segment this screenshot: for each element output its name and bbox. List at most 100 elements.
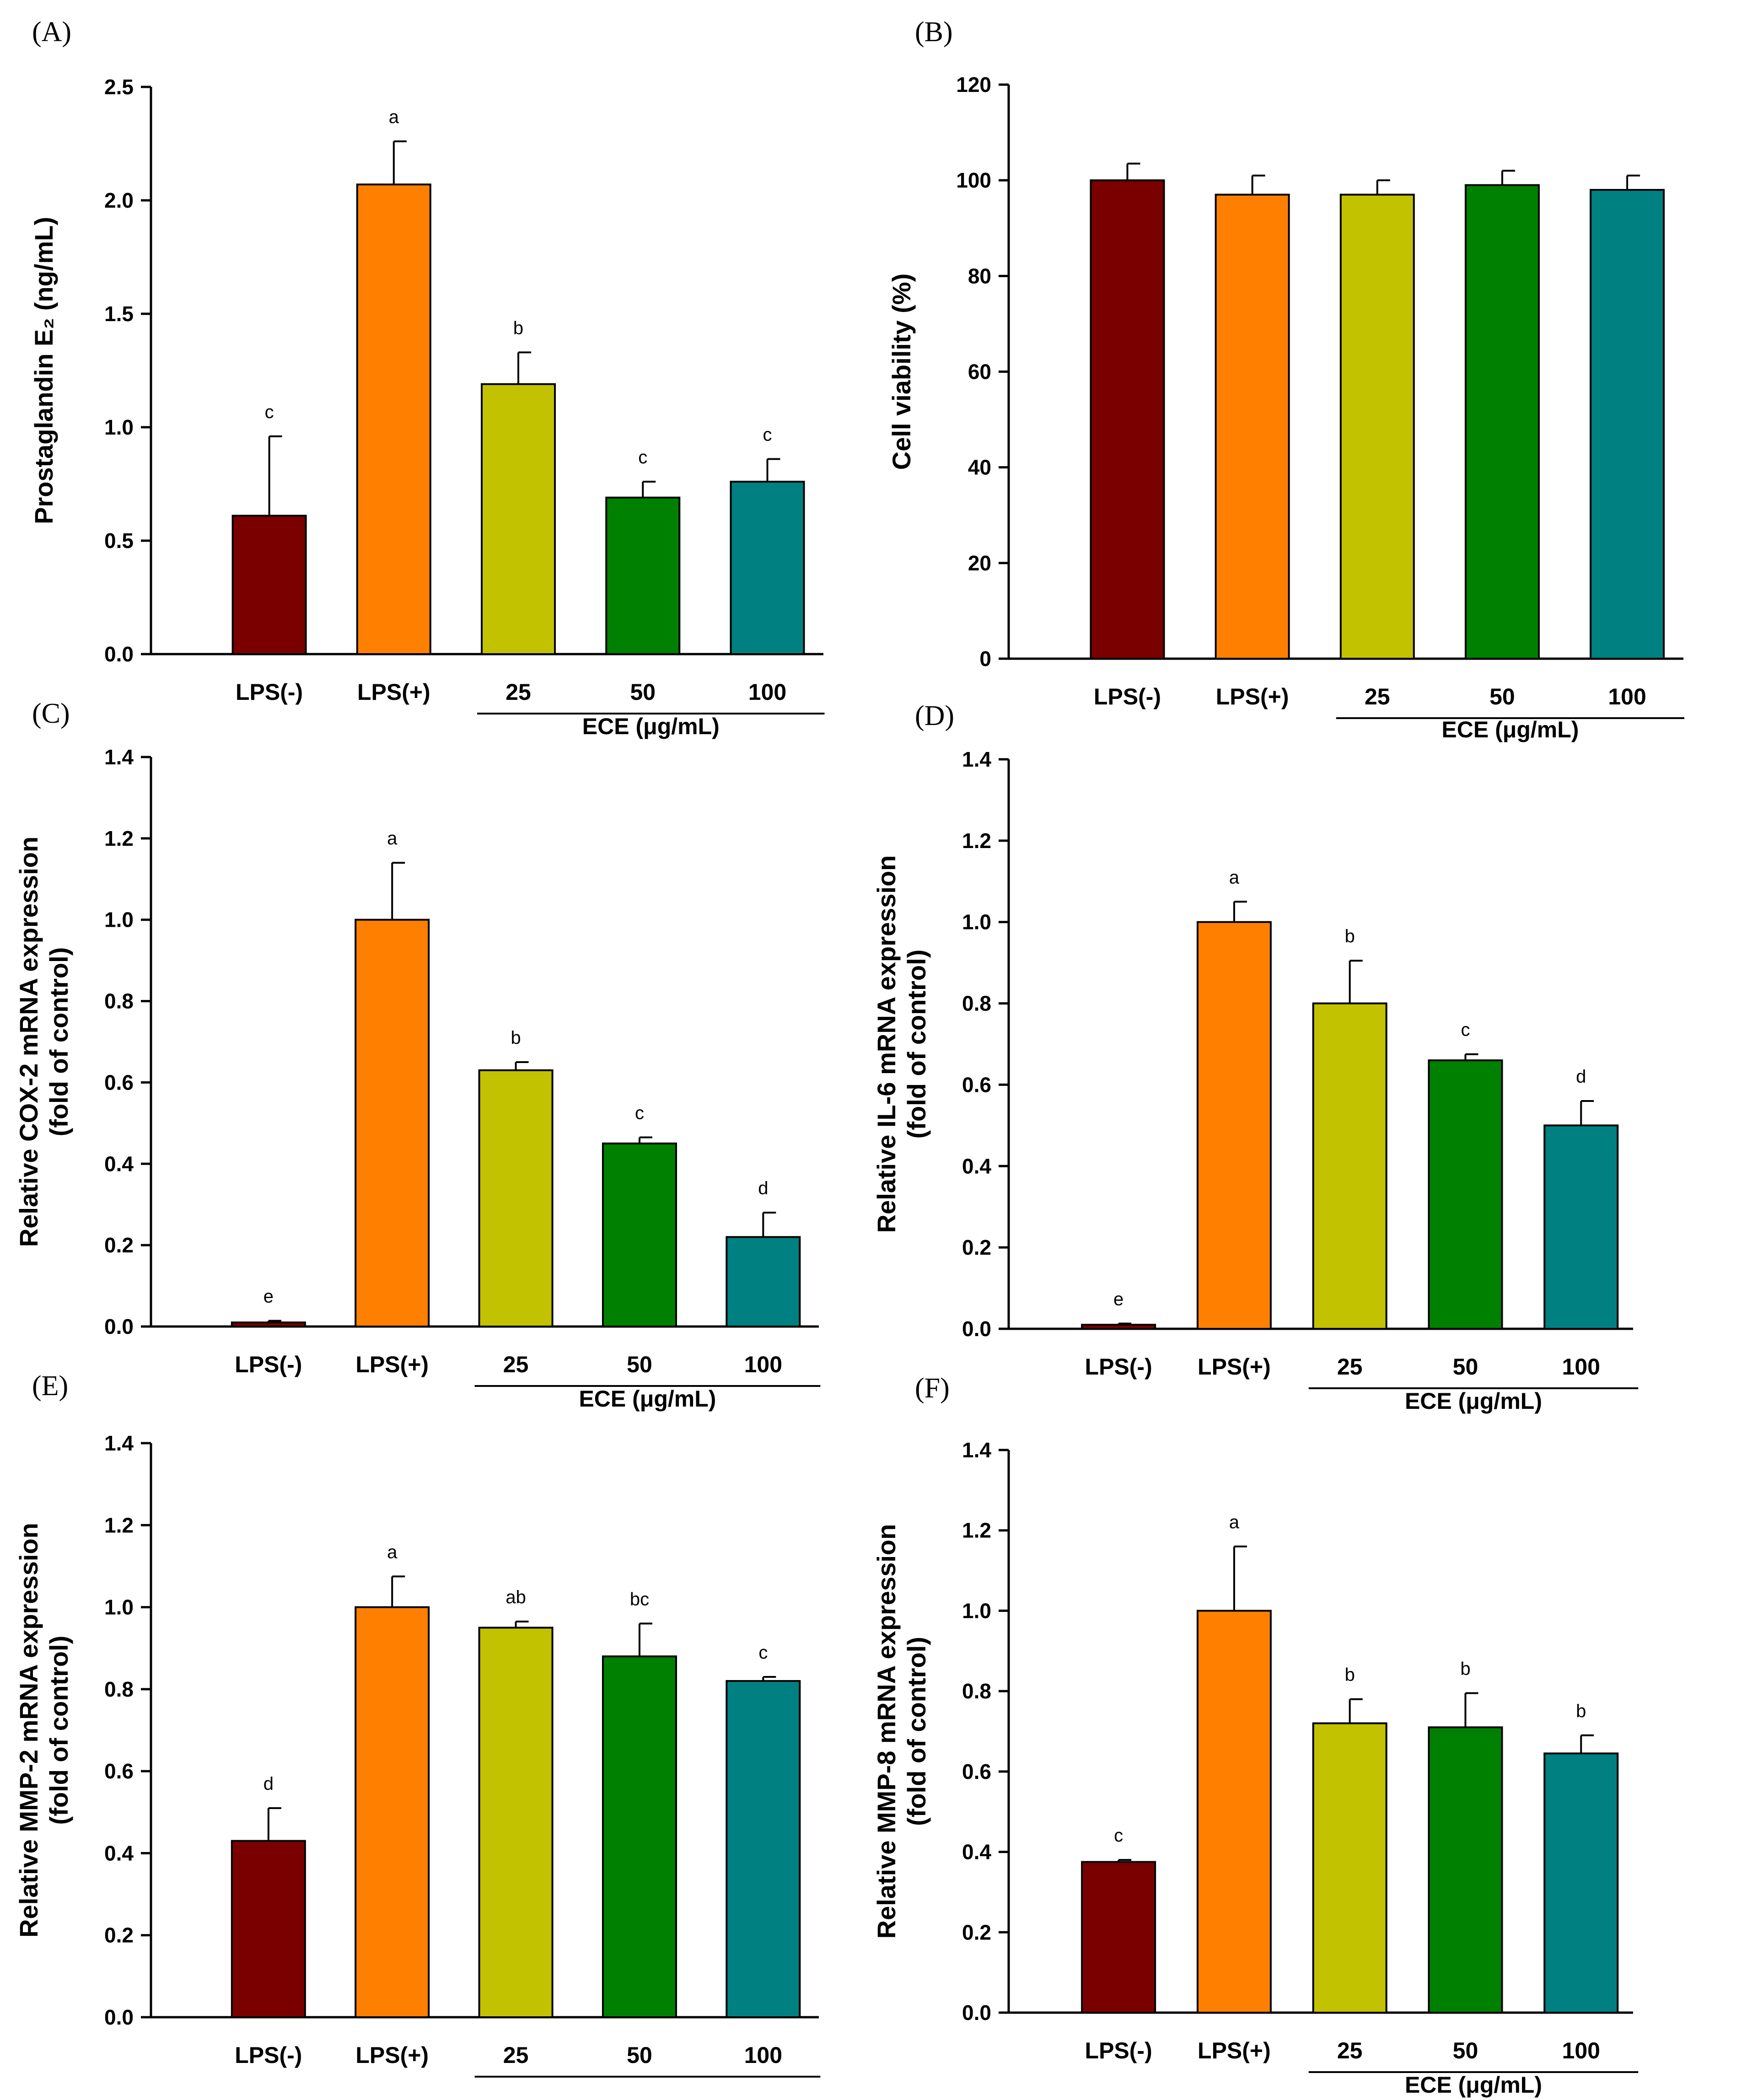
y-tick-label: 1.0 — [104, 415, 134, 439]
significance-letter: bc — [630, 1589, 649, 1609]
y-axis-label: Relative MMP-8 mRNA expression — [872, 1524, 901, 1939]
y-tick-label: 0.2 — [962, 1920, 991, 1944]
significance-letter: a — [389, 107, 399, 127]
group-label: ECE (μg/mL) — [1405, 2072, 1542, 2098]
y-tick-label: 1.0 — [104, 1595, 134, 1619]
x-tick-label: 100 — [744, 1352, 782, 1377]
y-tick-label: 1.5 — [104, 302, 134, 326]
panel-label: (B) — [915, 16, 953, 48]
y-tick-label: 1.2 — [962, 1519, 991, 1542]
bar — [1081, 1324, 1156, 1330]
significance-letter: c — [1461, 1020, 1470, 1040]
bar — [1428, 1059, 1503, 1330]
y-tick-label: 0.4 — [104, 1152, 134, 1176]
y-tick-label: 0.2 — [104, 1233, 134, 1257]
y-tick-label: 1.4 — [104, 745, 134, 769]
x-tick-label: 100 — [744, 2042, 782, 2068]
x-tick-label: LPS(+) — [357, 679, 430, 705]
x-tick-label: LPS(-) — [1094, 684, 1161, 709]
y-tick-label: 1.4 — [104, 1431, 134, 1455]
y-tick-label: 40 — [968, 456, 991, 479]
y-tick-label: 0.5 — [104, 529, 134, 553]
significance-letter: d — [263, 1774, 274, 1794]
y-tick-label: 1.0 — [962, 910, 991, 934]
bar — [1090, 179, 1165, 660]
x-tick-label: 100 — [1608, 684, 1646, 709]
y-tick-label: 1.4 — [962, 1438, 991, 1462]
chart-panel-e: (E) 0.0 0.2 0.4 0.6 0.8 1.0 1.2 1.4 Relative MMP-… — [14, 1370, 821, 2078]
significance-letter: d — [758, 1178, 768, 1198]
y-tick-label: 2.0 — [104, 188, 134, 212]
x-tick-label: 100 — [1562, 1354, 1600, 1380]
significance-letter: c — [265, 402, 274, 422]
y-tick-label: 0.6 — [104, 1070, 134, 1094]
y-axis-label: Relative IL-6 mRNA expression — [872, 855, 901, 1233]
bar — [602, 1142, 677, 1328]
y-tick-label: 60 — [968, 360, 991, 384]
significance-letter: b — [511, 1028, 521, 1048]
bar — [231, 1840, 306, 2018]
y-tick-label: 0.0 — [962, 2001, 991, 2025]
y-tick-label: 0.8 — [104, 1677, 134, 1701]
chart-panel-f: (F) 0.0 0.2 0.4 0.6 0.8 1.0 1.2 1.4 Relative MMP-… — [872, 1373, 1639, 2098]
bar — [356, 183, 431, 655]
x-tick-label: 25 — [1365, 684, 1390, 709]
x-tick-label: 25 — [505, 679, 531, 705]
y-tick-label: 1.2 — [962, 829, 991, 853]
x-tick-label: 50 — [627, 1352, 652, 1377]
bar — [1543, 1752, 1619, 2014]
bar — [1339, 193, 1415, 660]
y-tick-label: 0.2 — [962, 1235, 991, 1259]
chart-panel-d: (D) 0.0 0.2 0.4 0.6 0.8 1.0 1.2 1.4 Relative IL-6… — [872, 700, 1639, 1414]
x-tick-label: 50 — [1453, 2038, 1478, 2063]
y-tick-label: 1.4 — [962, 747, 991, 771]
bar — [478, 1627, 554, 2018]
bar — [1428, 1726, 1503, 2014]
x-tick-label: LPS(+) — [355, 1352, 429, 1377]
bar — [1196, 1610, 1272, 2014]
chart-panel-c: (C) 0.0 0.2 0.4 0.6 0.8 1.0 1.2 1.4 Relative COX-… — [14, 698, 821, 1412]
y-tick-label: 0.4 — [104, 1841, 134, 1865]
x-tick-label: LPS(+) — [1198, 1354, 1271, 1380]
y-axis-label: (fold of control) — [44, 947, 73, 1137]
bar — [231, 1321, 306, 1328]
y-axis-label: Relative COX-2 mRNA expression — [14, 837, 43, 1247]
x-tick-label: LPS(-) — [235, 2042, 302, 2068]
y-tick-label: 0.0 — [104, 1315, 134, 1338]
group-label: ECE (μg/mL) — [1405, 1388, 1542, 1414]
bar — [231, 515, 307, 655]
bar — [726, 1680, 801, 2018]
y-tick-label: 120 — [956, 73, 991, 97]
x-tick-label: LPS(+) — [355, 2042, 429, 2068]
significance-letter: a — [1229, 867, 1240, 887]
significance-letter: b — [1460, 1659, 1470, 1679]
significance-letter: b — [513, 318, 523, 338]
x-tick-label: LPS(-) — [1085, 2038, 1152, 2063]
significance-letter: c — [638, 447, 647, 467]
x-tick-label: LPS(+) — [1198, 2038, 1271, 2063]
significance-letter: d — [1576, 1067, 1586, 1087]
y-tick-label: 0 — [979, 647, 991, 671]
x-tick-label: 50 — [630, 679, 656, 705]
bar — [355, 1606, 430, 2019]
significance-letter: ab — [505, 1587, 526, 1607]
y-tick-label: 80 — [968, 264, 991, 288]
significance-letter: b — [1345, 926, 1355, 946]
y-tick-label: 0.6 — [962, 1760, 991, 1783]
bar — [730, 481, 805, 655]
y-tick-label: 0.6 — [104, 1759, 134, 1783]
x-tick-label: 50 — [1453, 1354, 1478, 1380]
x-tick-label: 25 — [1337, 2038, 1363, 2063]
panel-label: (E) — [32, 1370, 68, 1402]
x-tick-label: LPS(-) — [235, 1352, 302, 1377]
bar — [1081, 1861, 1156, 2014]
x-tick-label: 25 — [503, 2042, 529, 2068]
y-tick-label: 0.0 — [962, 1317, 991, 1341]
bar — [1312, 1002, 1387, 1330]
significance-letter: c — [1114, 1826, 1123, 1846]
bar — [481, 383, 556, 655]
group-label: ECE (μg/mL) — [1441, 717, 1579, 742]
y-axis-label: Relative MMP-2 mRNA expression — [14, 1523, 43, 1938]
x-tick-label: 100 — [1562, 2038, 1600, 2063]
